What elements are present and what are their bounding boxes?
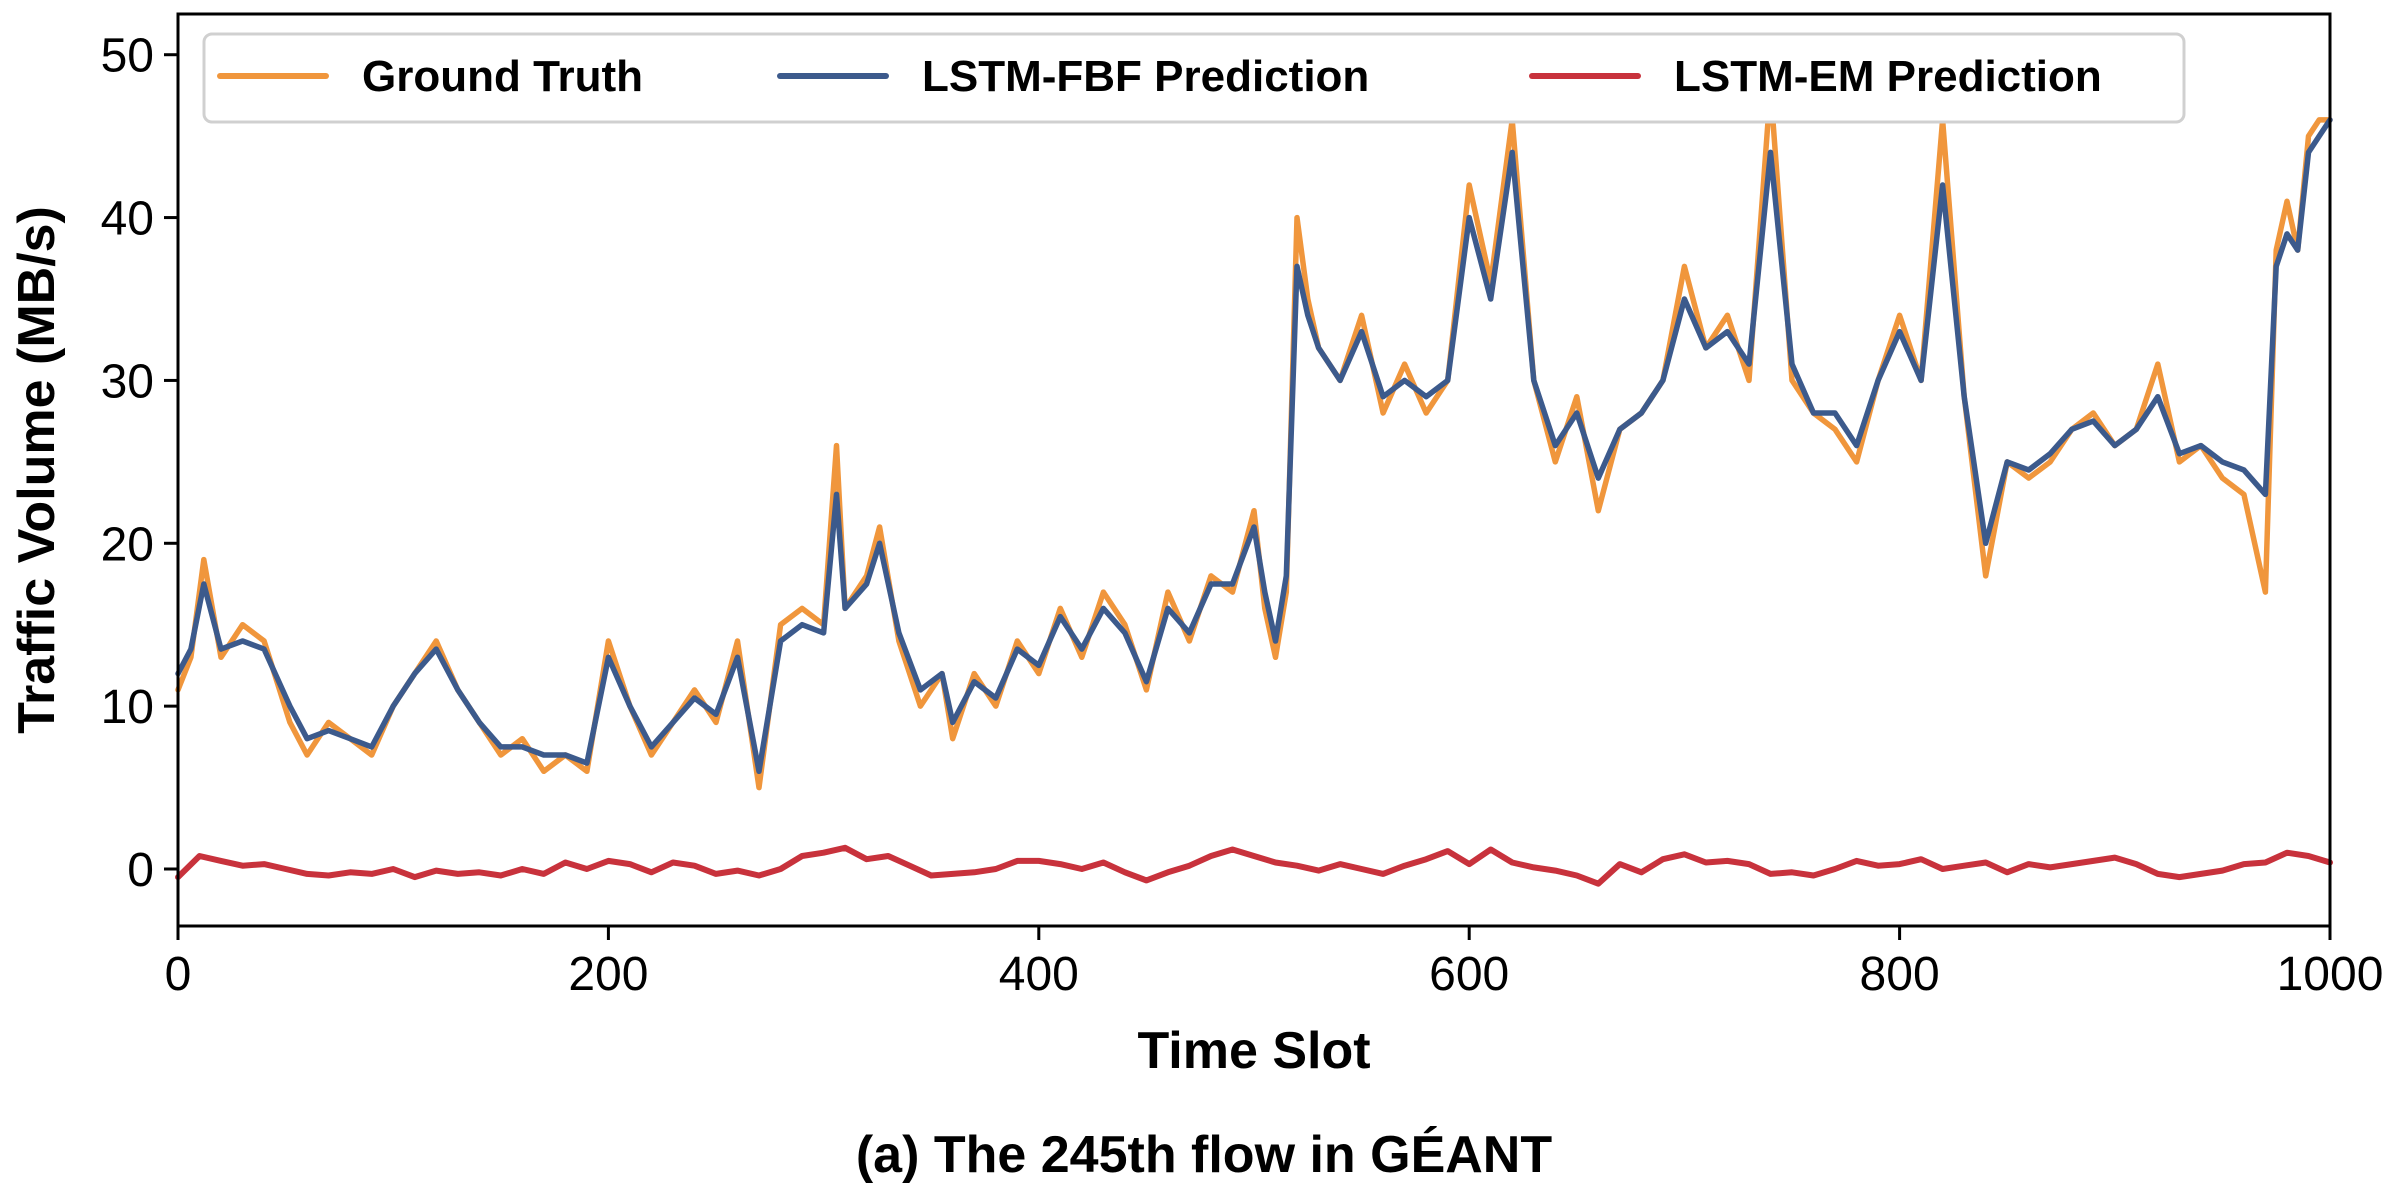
x-tick-label: 400 — [999, 948, 1079, 1001]
x-axis-title: Time Slot — [1137, 1022, 1370, 1080]
series-line-lstm-fbf-prediction — [175, 117, 2333, 775]
series-layer — [175, 84, 2333, 887]
legend-label: Ground Truth — [362, 52, 643, 101]
series-line-lstm-em-prediction — [175, 844, 2333, 887]
legend-items: Ground Truth LSTM-FBF Prediction LSTM-EM P… — [217, 52, 2102, 101]
x-tick-label: 600 — [1429, 948, 1509, 1001]
y-tick-label: 50 — [101, 30, 154, 83]
x-axis-ticks: 0 200 400 600 800 1000 — [165, 926, 2384, 1001]
legend-frame — [202, 32, 2186, 124]
figure-caption: (a) The 245th flow in GÉANT — [856, 1126, 1552, 1184]
y-tick-label: 10 — [101, 681, 154, 734]
y-tick-label: 30 — [101, 355, 154, 408]
y-tick-label: 20 — [101, 518, 154, 571]
x-tick-label: 0 — [165, 948, 192, 1001]
x-tick-label: 1000 — [2277, 948, 2384, 1001]
y-tick-label: 0 — [127, 844, 154, 897]
x-tick-label: 800 — [1860, 948, 1940, 1001]
legend-label: LSTM-EM Prediction — [1674, 52, 2102, 101]
y-axis-ticks: 0 10 20 30 40 50 — [101, 30, 178, 897]
plot-frame — [176, 12, 2332, 928]
y-tick-label: 40 — [101, 193, 154, 246]
legend-label: LSTM-FBF Prediction — [922, 52, 1369, 101]
x-tick-label: 200 — [568, 948, 648, 1001]
series-line-ground-truth — [175, 84, 2333, 791]
legend: Ground Truth LSTM-FBF Prediction LSTM-EM P… — [202, 32, 2186, 124]
y-axis-title: Traffic Volume (MB/s) — [8, 206, 66, 734]
